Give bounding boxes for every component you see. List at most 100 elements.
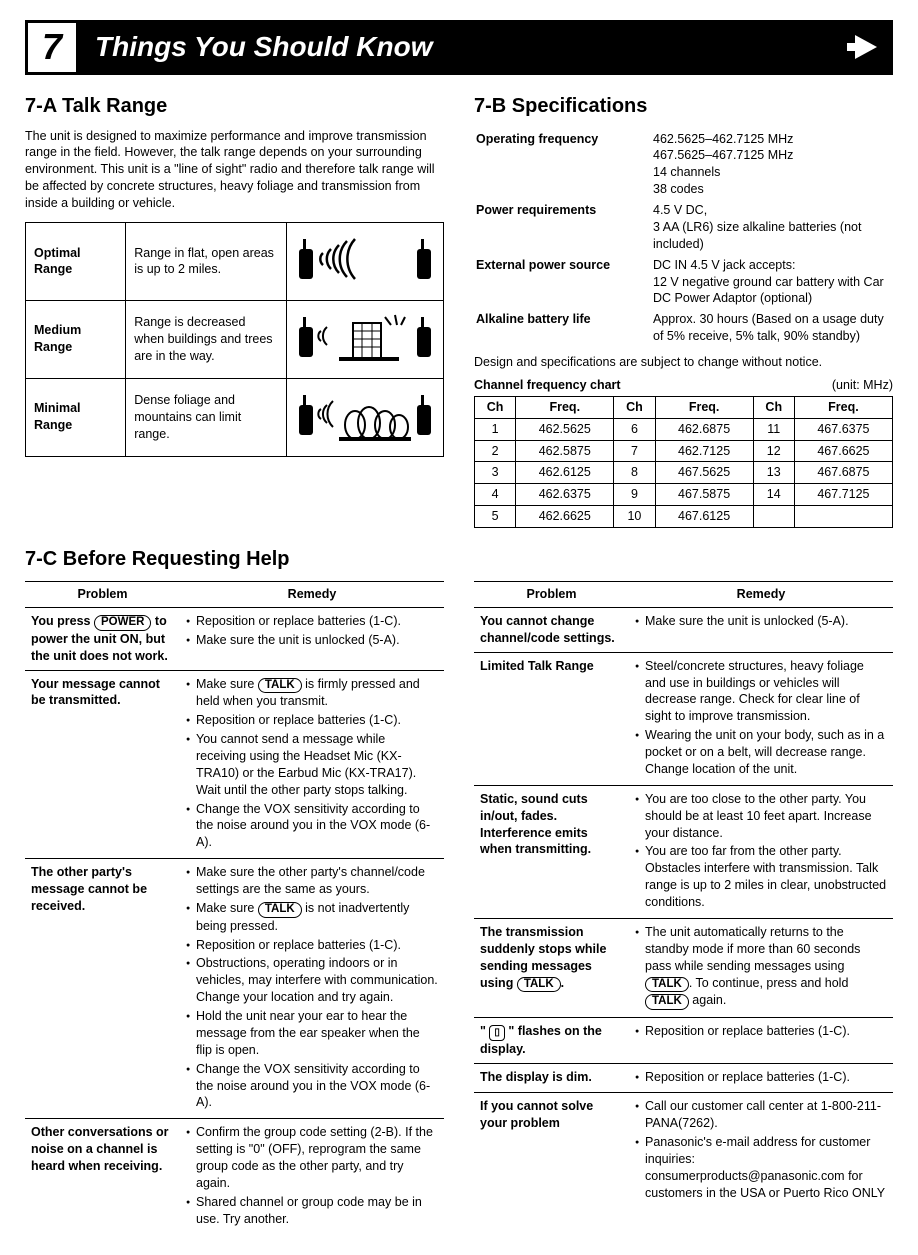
spec-key: Alkaline battery life [476,310,651,346]
freq-col-header: Ch [475,396,516,418]
range-desc: Range is decreased when buildings and tr… [126,300,286,378]
freq-cell: 2 [475,440,516,462]
remedy-cell: Reposition or replace batteries (1-C). [629,1063,893,1093]
remedy-item: Make sure the unit is unlocked (5-A). [186,632,438,649]
freq-cell: 13 [753,462,794,484]
heading-7b: 7-B Specifications [474,93,893,120]
freq-cell [753,506,794,528]
remedy-item: You cannot send a message while receivin… [186,731,438,799]
problem-cell: The display is dim. [474,1063,629,1093]
remedy-item: Reposition or replace batteries (1-C). [635,1069,887,1086]
spec-value: DC IN 4.5 V jack accepts:12 V negative g… [653,256,891,309]
freq-cell: 462.6875 [655,418,753,440]
freq-col-header: Freq. [516,396,614,418]
range-desc: Range in flat, open areas is up to 2 mil… [126,222,286,300]
freq-cell: 462.7125 [655,440,753,462]
freq-cell: 5 [475,506,516,528]
troubleshoot-left: Problem Remedy You press POWER to power … [25,581,444,1235]
section-number-box: 7 [25,20,79,75]
freq-cell: 462.5625 [516,418,614,440]
remedy-item: Make sure the other party's channel/code… [186,864,438,898]
spec-value: 4.5 V DC,3 AA (LR6) size alkaline batter… [653,201,891,254]
col-remedy: Remedy [180,582,444,608]
spec-table: Operating frequency 462.5625–462.7125 MH… [474,128,893,349]
remedy-item: Call our customer call center at 1-800-2… [635,1098,887,1132]
freq-cell: 467.6125 [655,506,753,528]
freq-cell: 462.5875 [516,440,614,462]
remedy-cell: Make sure TALK is firmly pressed and hel… [180,670,444,859]
col-problem: Problem [25,582,180,608]
spec-key: External power source [476,256,651,309]
heading-7a: 7-A Talk Range [25,93,444,120]
remedy-item: Confirm the group code setting (2-B). If… [186,1124,438,1192]
freq-cell: 467.6375 [794,418,892,440]
remedy-item: Make sure the unit is unlocked (5-A). [635,613,887,630]
remedy-cell: Make sure the other party's channel/code… [180,859,444,1119]
freq-cell: 1 [475,418,516,440]
freq-cell: 11 [753,418,794,440]
remedy-item: Change the VOX sensitivity according to … [186,801,438,852]
remedy-cell: Confirm the group code setting (2-B). If… [180,1119,444,1235]
remedy-item: You are too close to the other party. Yo… [635,791,887,842]
remedy-item: Reposition or replace batteries (1-C). [186,613,438,630]
freq-cell: 467.7125 [794,484,892,506]
remedy-item: Hold the unit near your ear to hear the … [186,1008,438,1059]
problem-cell: " ▯ " flashes on the display. [474,1018,629,1063]
remedy-item: Make sure TALK is not inadvertently bein… [186,900,438,935]
remedy-cell: Steel/concrete structures, heavy foliage… [629,652,893,785]
heading-7c: 7-C Before Requesting Help [25,546,893,573]
freq-cell: 467.6625 [794,440,892,462]
spec-key: Power requirements [476,201,651,254]
problem-cell: You cannot change channel/code settings. [474,607,629,652]
remedy-cell: Make sure the unit is unlocked (5-A). [629,607,893,652]
remedy-item: Change the VOX sensitivity according to … [186,1061,438,1112]
range-desc: Dense foliage and mountains can limit ra… [126,378,286,456]
remedy-item: Make sure TALK is firmly pressed and hel… [186,676,438,711]
freq-cell: 9 [614,484,655,506]
range-label: Minimal Range [26,378,126,456]
remedy-cell: You are too close to the other party. Yo… [629,785,893,918]
freq-cell: 10 [614,506,655,528]
freq-cell: 467.5875 [655,484,753,506]
range-illustration-icon [286,378,443,456]
freq-col-header: Ch [614,396,655,418]
remedy-item: You are too far from the other party. Ob… [635,843,887,911]
troubleshoot-right: Problem Remedy You cannot change channel… [474,581,893,1209]
freq-cell: 12 [753,440,794,462]
col-problem-r: Problem [474,582,629,608]
remedy-item: Reposition or replace batteries (1-C). [635,1023,887,1040]
freq-cell: 467.6875 [794,462,892,484]
spec-note: Design and specifications are subject to… [474,354,893,371]
freq-col-header: Freq. [794,396,892,418]
freq-header: Channel frequency chart (unit: MHz) [474,377,893,394]
freq-cell: 4 [475,484,516,506]
freq-cell: 7 [614,440,655,462]
range-label: Medium Range [26,300,126,378]
freq-cell: 462.6375 [516,484,614,506]
freq-cell: 6 [614,418,655,440]
remedy-item: Reposition or replace batteries (1-C). [186,712,438,729]
problem-cell: You press POWER to power the unit ON, bu… [25,607,180,670]
freq-table: ChFreq.ChFreq.ChFreq. 1462.56256462.6875… [474,396,893,528]
remedy-item: Shared channel or group code may be in u… [186,1194,438,1228]
header-title-text: Things You Should Know [95,28,433,66]
freq-cell: 8 [614,462,655,484]
remedy-cell: Reposition or replace batteries (1-C). [629,1018,893,1063]
remedy-item: Obstructions, operating indoors or in ve… [186,955,438,1006]
freq-cell [794,506,892,528]
problem-cell: Other conversations or noise on a channe… [25,1119,180,1235]
freq-title: Channel frequency chart [474,377,621,394]
remedy-item: The unit automatically returns to the st… [635,924,887,1010]
header-title-bar: Things You Should Know [79,20,893,75]
problem-cell: Your message cannot be transmitted. [25,670,180,859]
range-label: Optimal Range [26,222,126,300]
col-remedy-r: Remedy [629,582,893,608]
freq-cell: 462.6125 [516,462,614,484]
remedy-item: Panasonic's e-mail address for customer … [635,1134,887,1202]
problem-cell: Limited Talk Range [474,652,629,785]
range-illustration-icon [286,222,443,300]
spec-value: Approx. 30 hours (Based on a usage duty … [653,310,891,346]
freq-unit: (unit: MHz) [832,377,893,394]
problem-cell: Static, sound cuts in/out, fades. Interf… [474,785,629,918]
spec-value: 462.5625–462.7125 MHz467.5625–467.7125 M… [653,130,891,200]
